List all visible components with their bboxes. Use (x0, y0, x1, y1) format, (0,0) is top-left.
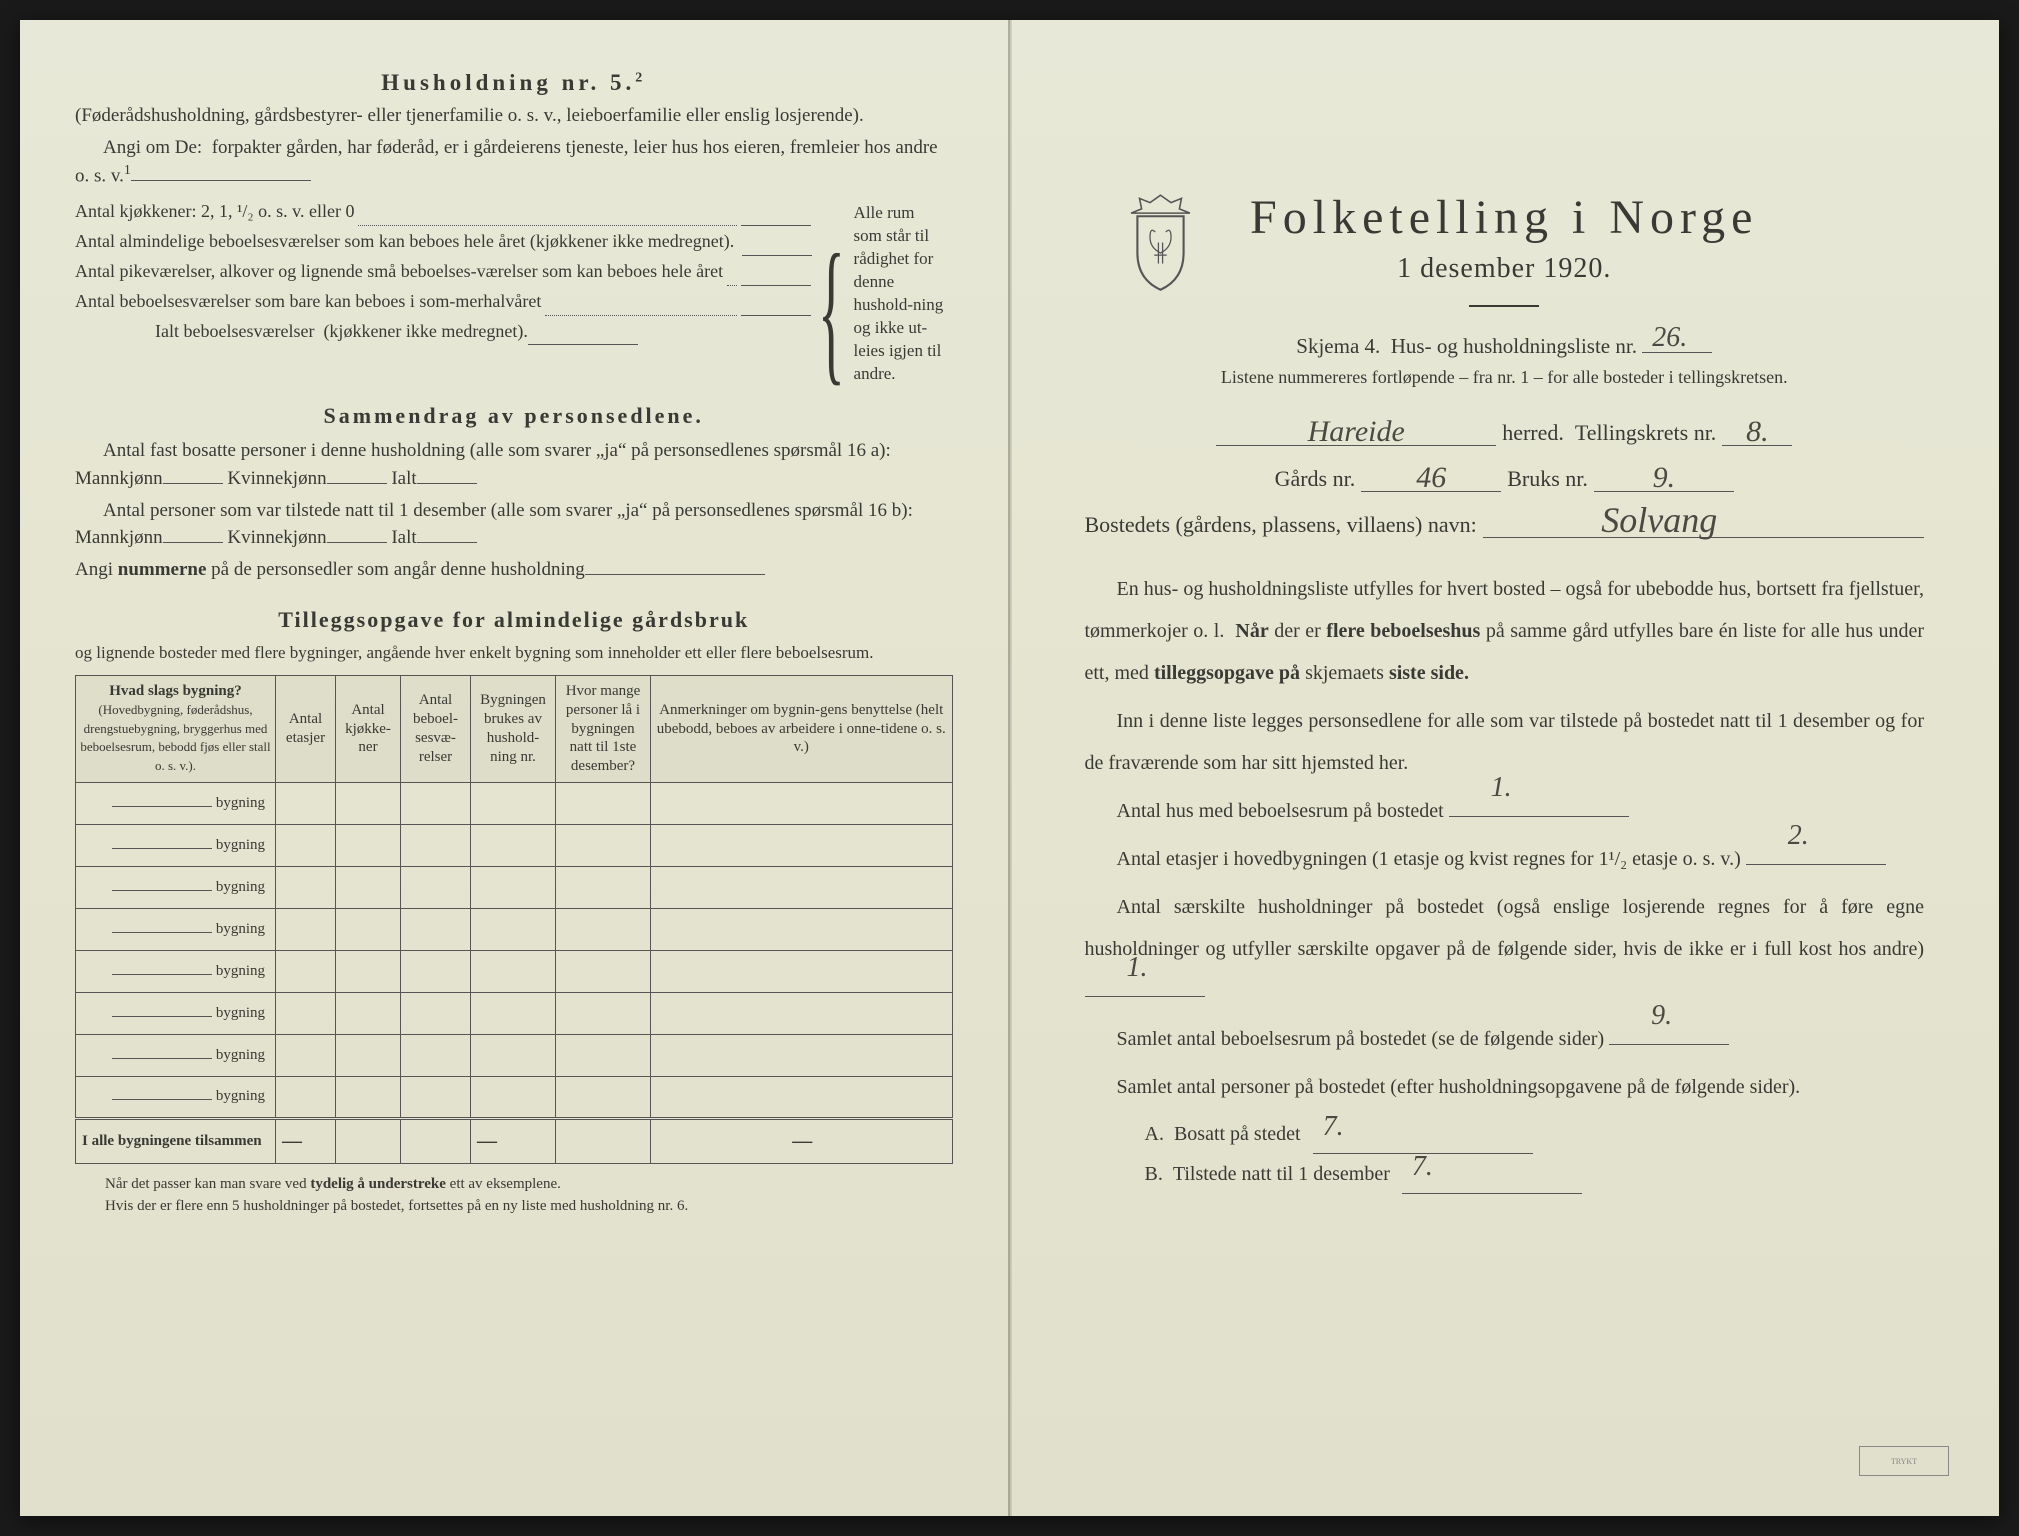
coat-of-arms-icon (1118, 190, 1203, 295)
sammendrag-title: Sammendrag av personsedlene. (75, 403, 953, 429)
sammendrag-p3: Angi nummerne på de personsedler som ang… (75, 556, 953, 584)
th-anmerk: Anmerkninger om bygnin-gens benyttelse (… (651, 676, 953, 783)
item-a: A. Bosatt på stedet 7. (1145, 1114, 1925, 1154)
sammendrag-p2: Antal personer som var tilstede natt til… (75, 497, 953, 552)
table-row: bygning (76, 908, 953, 950)
paren-note: (Føderådshusholdning, gårdsbestyrer- ell… (75, 102, 953, 130)
tillegg-title: Tilleggsopgave for almindelige gårdsbruk (75, 607, 953, 633)
room-left: Antal kjøkkener: 2, 1, ¹/₂ o. s. v. elle… (75, 198, 811, 386)
table-row: bygning (76, 866, 953, 908)
table-row: bygning (76, 782, 953, 824)
tillegg-sub: og lignende bosteder med flere bygninger… (75, 641, 953, 665)
footnote1: Når det passer kan man svare ved tydelig… (75, 1174, 953, 1194)
q3: Antal særskilte husholdninger på bostede… (1085, 886, 1925, 1012)
p1: En hus- og husholdningsliste utfylles fo… (1085, 568, 1925, 694)
th-etasjer: Antal etasjer (276, 676, 336, 783)
table-row: bygning (76, 824, 953, 866)
q2: Antal etasjer i hovedbygningen (1 etasje… (1085, 838, 1925, 880)
item-b: B. Tilstede natt til 1 desember 7. (1145, 1154, 1925, 1194)
left-page: Husholdning nr. 5.2 (Føderådshusholdning… (20, 20, 1010, 1516)
form-subline: Listene nummereres fortløpende – fra nr.… (1085, 367, 1925, 388)
th-personer: Hvor mange personer lå i bygningen natt … (556, 676, 651, 783)
sammendrag-p1: Antal fast bosatte personer i denne hush… (75, 437, 953, 492)
q4: Samlet antal beboelsesrum på bostedet (s… (1085, 1018, 1925, 1060)
th-brukes: Bygningen brukes av hushold-ning nr. (471, 676, 556, 783)
main-title: Folketelling i Norge (1085, 190, 1925, 245)
household-title: Husholdning nr. 5.2 (75, 70, 953, 96)
angi-line: Angi om De: forpakter gården, har føderå… (75, 134, 953, 190)
form-line: Skjema 4. Hus- og husholdningsliste nr. … (1085, 331, 1925, 359)
right-page: Folketelling i Norge 1 desember 1920. Sk… (1010, 20, 2000, 1516)
q5: Samlet antal personer på bostedet (efter… (1085, 1066, 1925, 1108)
room-sidebar: { Alle rum som står til rådighet for den… (823, 198, 953, 386)
sub-title: 1 desember 1920. (1085, 253, 1925, 285)
th-beboel: Antal beboel-sesvæ-relser (401, 676, 471, 783)
table-row: bygning (76, 1076, 953, 1118)
footnote2: Hvis der er flere enn 5 husholdninger på… (75, 1196, 953, 1216)
table-footer-row: I alle bygningene tilsammen — — — (76, 1118, 953, 1163)
table-row: bygning (76, 992, 953, 1034)
census-document: Husholdning nr. 5.2 (Føderådshusholdning… (20, 20, 1999, 1516)
farm-table: Hvad slags bygning?(Hovedbygning, føderå… (75, 675, 953, 1164)
th-bygning: Hvad slags bygning?(Hovedbygning, føderå… (76, 676, 276, 783)
gards-row: Gårds nr. 46 Bruks nr. 9. (1085, 464, 1925, 492)
table-row: bygning (76, 1034, 953, 1076)
farm-tbody: bygning bygning bygning bygning bygning … (76, 782, 953, 1163)
printer-stamp: TRYKT (1859, 1446, 1949, 1476)
title-rule (1469, 305, 1539, 307)
th-kjokken: Antal kjøkke-ner (336, 676, 401, 783)
bosted-row: Bostedets (gårdens, plassens, villaens) … (1085, 510, 1925, 538)
herred-row: Hareide herred. Tellingskrets nr. 8. (1085, 418, 1925, 446)
table-row: bygning (76, 950, 953, 992)
room-section: Antal kjøkkener: 2, 1, ¹/₂ o. s. v. elle… (75, 198, 953, 386)
